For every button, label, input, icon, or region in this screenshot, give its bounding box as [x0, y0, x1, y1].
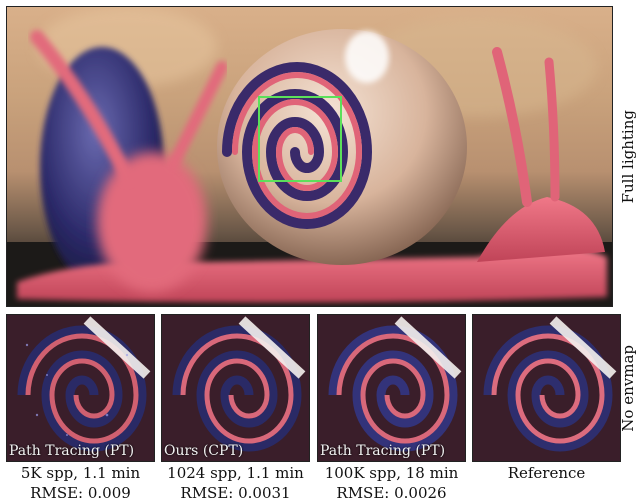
caption-path-tracing-5k: 5K spp, 1.1 min RMSE: 0.009	[6, 463, 155, 503]
snail-scene-illustration	[7, 7, 612, 306]
rmse-text: RMSE: 0.0031	[180, 484, 291, 502]
reference-text: Reference	[507, 464, 586, 482]
caption-path-tracing-100k: 100K spp, 18 min RMSE: 0.0026	[317, 463, 466, 503]
crop-image	[473, 315, 620, 461]
row-label-no-envmap: No envmap	[619, 344, 637, 432]
crop-image	[162, 315, 309, 461]
main-render-image	[6, 6, 613, 307]
crop-path-tracing-100k: Path Tracing (PT)	[317, 314, 466, 462]
method-label: Path Tracing (PT)	[320, 443, 446, 459]
caption-reference: Reference	[472, 463, 621, 483]
method-label: Ours (CPT)	[164, 443, 244, 459]
rmse-text: RMSE: 0.009	[30, 484, 131, 502]
zoom-region-box	[258, 96, 342, 182]
row-label-full-lighting: Full lighting	[619, 109, 637, 204]
rmse-text: RMSE: 0.0026	[336, 484, 447, 502]
spp-text: 5K spp, 1.1 min	[20, 464, 141, 482]
crop-ours-cpt: Ours (CPT)	[161, 314, 310, 462]
crop-image	[318, 315, 465, 461]
crop-path-tracing-5k: Path Tracing (PT)	[6, 314, 155, 462]
crop-image	[7, 315, 154, 461]
spp-text: 1024 spp, 1.1 min	[167, 464, 304, 482]
method-label: Path Tracing (PT)	[9, 443, 135, 459]
caption-ours-cpt: 1024 spp, 1.1 min RMSE: 0.0031	[161, 463, 310, 503]
crop-reference	[472, 314, 621, 462]
spp-text: 100K spp, 18 min	[324, 464, 459, 482]
